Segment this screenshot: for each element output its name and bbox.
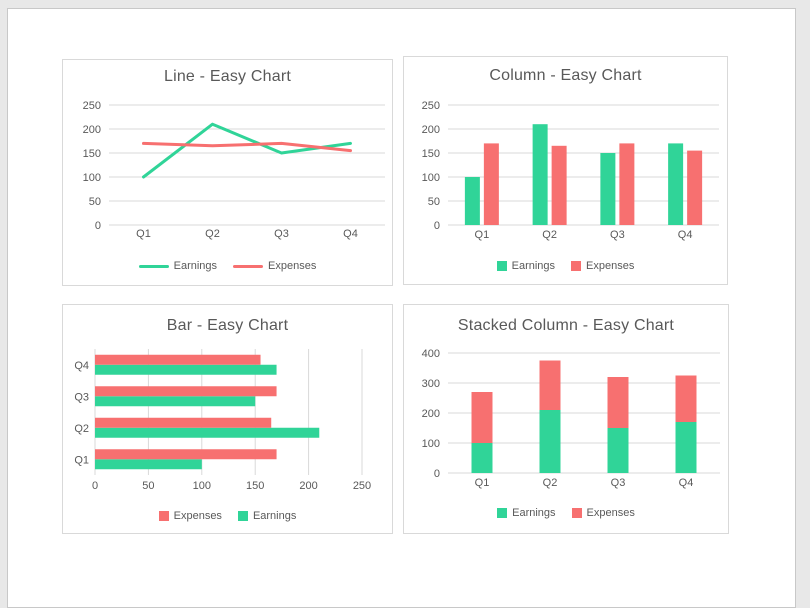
svg-text:150: 150 bbox=[83, 148, 101, 160]
svg-text:150: 150 bbox=[422, 148, 440, 160]
legend-swatch-icon bbox=[496, 261, 507, 271]
svg-text:Q2: Q2 bbox=[205, 228, 220, 240]
chart-title: Stacked Column - Easy Chart bbox=[457, 317, 675, 334]
bar-chart[interactable]: Bar - Easy Chart 0 50 100 150 200 250 Q1 Q2 Q3 Q4… bbox=[62, 304, 393, 534]
svg-text:Q4: Q4 bbox=[74, 360, 89, 372]
legend-label: Earnings bbox=[252, 510, 297, 522]
document-page[interactable]: Line - Easy Chart 0 50 100 150 200 250 Q1 Q2 Q3 Q… bbox=[7, 8, 796, 608]
svg-text:50: 50 bbox=[428, 196, 440, 208]
svg-text:Q1: Q1 bbox=[74, 454, 89, 466]
svg-text:Q1: Q1 bbox=[136, 228, 151, 240]
svg-text:Q3: Q3 bbox=[74, 391, 89, 403]
svg-text:100: 100 bbox=[422, 438, 440, 450]
chart-legend: Earnings Expenses bbox=[404, 260, 727, 272]
svg-text:100: 100 bbox=[193, 480, 211, 492]
svg-text:200: 200 bbox=[299, 480, 317, 492]
legend-item-earnings: Earnings bbox=[496, 260, 556, 272]
svg-text:50: 50 bbox=[89, 196, 101, 208]
legend-label: Expenses bbox=[586, 507, 635, 519]
svg-text:100: 100 bbox=[422, 172, 440, 184]
line-chart-plot: 0 50 100 150 200 250 Q1 Q2 Q3 Q4 bbox=[83, 100, 385, 240]
column-chart-plot: 0 50 100 150 200 250 Q1 Q2 Q3 Q4 bbox=[422, 100, 719, 241]
chart-title: Column - Easy Chart bbox=[489, 67, 642, 84]
legend-label: Expenses bbox=[268, 260, 317, 272]
svg-text:Q2: Q2 bbox=[543, 477, 558, 489]
svg-text:Q2: Q2 bbox=[542, 229, 557, 241]
chart-title: Bar - Easy Chart bbox=[166, 317, 289, 334]
svg-text:Q4: Q4 bbox=[679, 477, 694, 489]
svg-text:100: 100 bbox=[83, 172, 101, 184]
svg-text:250: 250 bbox=[422, 100, 440, 112]
svg-text:200: 200 bbox=[422, 408, 440, 420]
svg-text:400: 400 bbox=[422, 348, 440, 360]
chart-legend: Expenses Earnings bbox=[63, 510, 392, 522]
stacked-column-chart[interactable]: Stacked Column - Easy Chart 0 100 200 300 40… bbox=[403, 304, 729, 534]
legend-item-expenses: Expenses bbox=[233, 260, 316, 272]
legend-swatch-icon bbox=[138, 264, 169, 268]
line-chart[interactable]: Line - Easy Chart 0 50 100 150 200 250 Q1 Q2 Q3 Q… bbox=[62, 59, 393, 286]
legend-swatch-icon bbox=[237, 511, 248, 521]
legend-item-earnings: Earnings bbox=[237, 510, 297, 522]
legend-label: Expenses bbox=[586, 260, 635, 272]
svg-text:Q2: Q2 bbox=[74, 423, 89, 435]
svg-text:0: 0 bbox=[434, 220, 440, 232]
svg-text:250: 250 bbox=[353, 480, 371, 492]
legend-item-earnings: Earnings bbox=[497, 507, 556, 519]
legend-item-expenses: Expenses bbox=[571, 507, 635, 519]
svg-text:300: 300 bbox=[422, 378, 440, 390]
legend-label: Earnings bbox=[511, 260, 556, 272]
legend-swatch-icon bbox=[571, 261, 582, 271]
legend-item-earnings: Earnings bbox=[138, 260, 218, 272]
svg-text:Q1: Q1 bbox=[475, 477, 490, 489]
legend-swatch-icon bbox=[158, 511, 169, 521]
svg-text:Q4: Q4 bbox=[678, 229, 693, 241]
legend-item-expenses: Expenses bbox=[158, 510, 222, 522]
column-chart[interactable]: Column - Easy Chart 0 50 100 150 200 250 Q1 Q2 Q… bbox=[403, 56, 728, 285]
svg-text:Q4: Q4 bbox=[343, 228, 358, 240]
svg-text:200: 200 bbox=[83, 124, 101, 136]
bar-chart-plot: 0 50 100 150 200 250 Q1 Q2 Q3 Q4 bbox=[74, 349, 371, 492]
legend-swatch-icon bbox=[497, 508, 508, 518]
svg-text:0: 0 bbox=[95, 220, 101, 232]
svg-text:0: 0 bbox=[92, 480, 98, 492]
svg-text:0: 0 bbox=[434, 468, 440, 480]
svg-text:Q3: Q3 bbox=[274, 228, 289, 240]
chart-legend: Earnings Expenses bbox=[404, 507, 728, 519]
svg-text:Q3: Q3 bbox=[611, 477, 626, 489]
svg-text:150: 150 bbox=[246, 480, 264, 492]
svg-text:200: 200 bbox=[422, 124, 440, 136]
chart-title: Line - Easy Chart bbox=[163, 68, 291, 85]
svg-text:250: 250 bbox=[83, 100, 101, 112]
legend-label: Earnings bbox=[512, 507, 556, 519]
chart-legend: Earnings Expenses bbox=[63, 260, 392, 272]
legend-label: Earnings bbox=[173, 260, 218, 272]
app-background: { "palette": { "earnings": "#30d498", "e… bbox=[7, 8, 796, 608]
legend-swatch-icon bbox=[233, 264, 264, 268]
stacked-column-chart-plot: 0 100 200 300 400 Q1 Q2 Q3 Q4 bbox=[422, 348, 720, 489]
legend-swatch-icon bbox=[571, 508, 582, 518]
legend-item-expenses: Expenses bbox=[571, 260, 634, 272]
svg-text:50: 50 bbox=[142, 480, 154, 492]
legend-label: Expenses bbox=[173, 510, 222, 522]
svg-text:Q1: Q1 bbox=[475, 229, 490, 241]
svg-text:Q3: Q3 bbox=[610, 229, 625, 241]
